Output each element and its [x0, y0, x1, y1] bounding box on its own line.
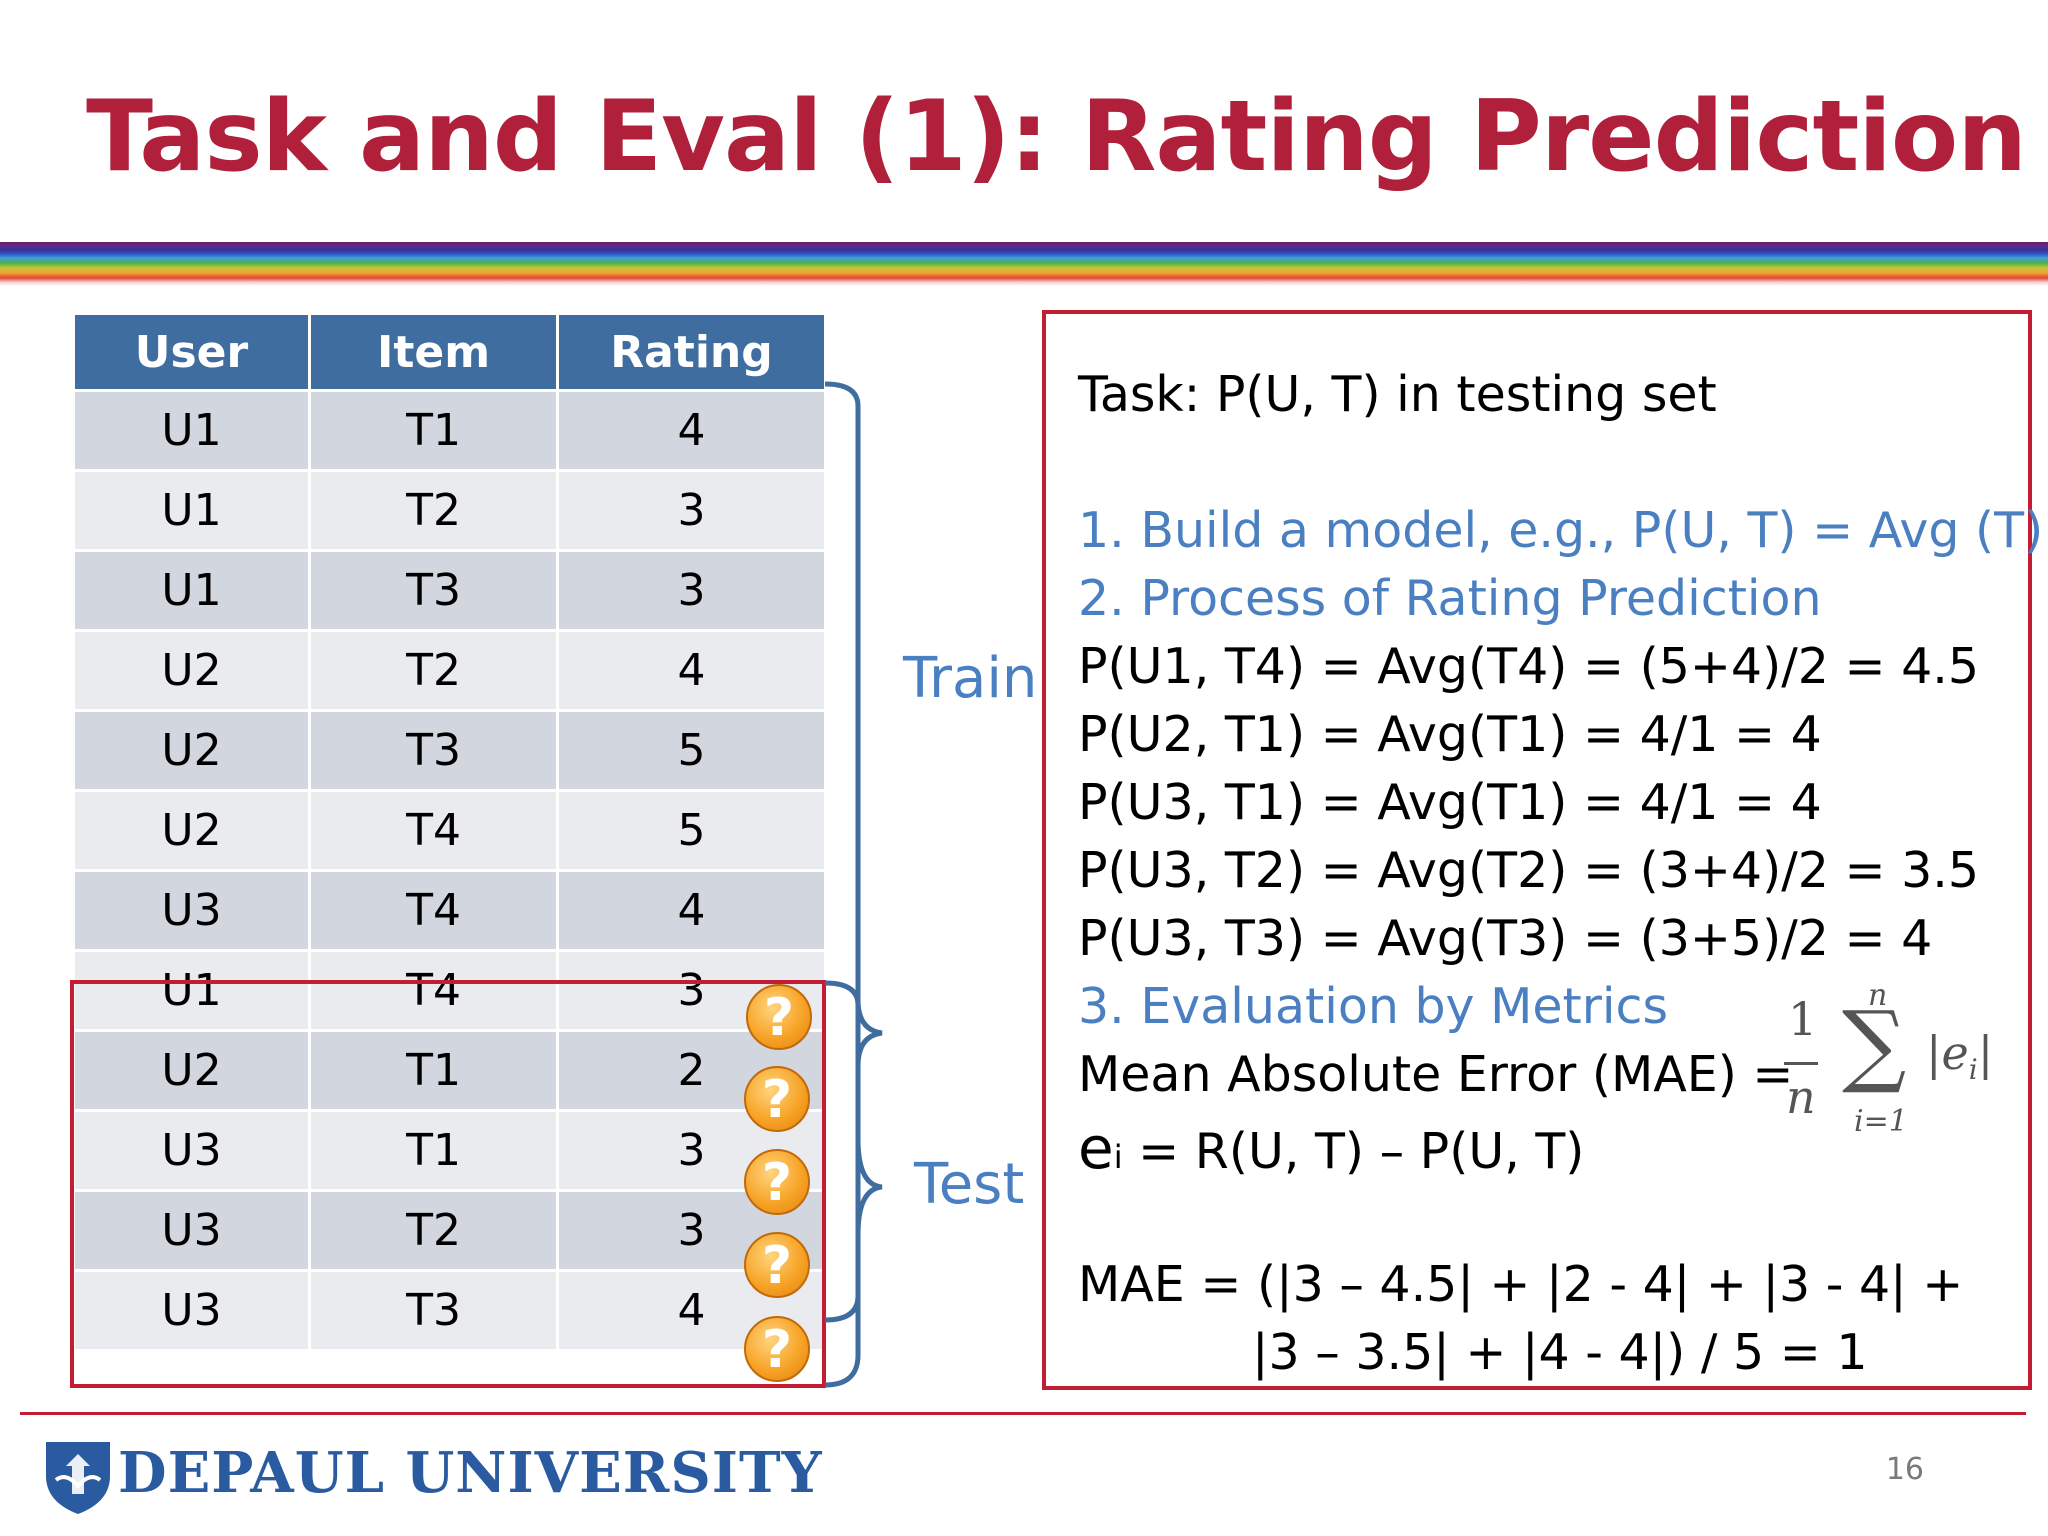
slide-title: Task and Eval (1): Rating Prediction — [86, 80, 2027, 194]
cell-rating: 4 — [556, 389, 827, 472]
prediction-line: P(U3, T1) = Avg(T1) = 4/1 = 4 — [1078, 774, 1822, 831]
cell-user: U1 — [72, 389, 311, 472]
question-mark-icon: ? — [744, 1316, 810, 1382]
cell-rating: 4 — [556, 869, 827, 952]
train-label: Train — [903, 646, 1038, 711]
formula-sum-bottom: i=1 — [1854, 1104, 1908, 1139]
cell-user: U2 — [72, 789, 311, 872]
mae-calc-line1: MAE = (|3 – 4.5| + |2 - 4| + |3 - 4| + — [1078, 1256, 1964, 1313]
formula-sum-top: n — [1868, 978, 1888, 1013]
prediction-line: P(U2, T1) = Avg(T1) = 4/1 = 4 — [1078, 706, 1822, 763]
cell-user: U3 — [72, 1189, 311, 1272]
task-text: Task: P(U, T) in testing set — [1078, 366, 1717, 423]
cell-item: T4 — [308, 869, 559, 952]
table-row-test: U3 T3 4 — [72, 1269, 827, 1352]
cell-user: U3 — [72, 1109, 311, 1192]
cell-item: T3 — [308, 549, 559, 632]
table-row: U2 T2 4 — [72, 629, 827, 712]
cell-user: U1 — [72, 549, 311, 632]
question-mark-icon: ? — [746, 984, 812, 1050]
mae-label: Mean Absolute Error (MAE) = — [1078, 1046, 1794, 1103]
cell-user: U1 — [72, 949, 311, 1032]
table-row-test: U1 T4 3 — [72, 949, 827, 1032]
step2-text: 2. Process of Rating Prediction — [1078, 570, 1822, 627]
cell-rating: 4 — [556, 629, 827, 712]
cell-rating: 3 — [556, 549, 827, 632]
cell-user: U3 — [72, 869, 311, 952]
error-definition: ei = R(U, T) – P(U, T) — [1078, 1114, 1584, 1182]
prediction-line: P(U3, T2) = Avg(T2) = (3+4)/2 = 3.5 — [1078, 842, 1980, 899]
cell-user: U2 — [72, 709, 311, 792]
cell-item: T2 — [308, 629, 559, 712]
page-number: 16 — [1885, 1452, 1924, 1487]
cell-item: T1 — [308, 389, 559, 472]
ei-subscript: i — [1113, 1138, 1123, 1176]
ei-rest: = R(U, T) – P(U, T) — [1122, 1123, 1585, 1180]
cell-rating: 5 — [556, 709, 827, 792]
formula-term-sub: i — [1968, 1053, 1978, 1087]
cell-item: T3 — [308, 709, 559, 792]
formula-term: |ei| — [1926, 1026, 1993, 1086]
formula-term-open: |e — [1926, 1026, 1969, 1080]
cell-item: T2 — [308, 469, 559, 552]
cell-item: T3 — [308, 1269, 559, 1352]
question-mark-icon: ? — [744, 1232, 810, 1298]
cell-item: T2 — [308, 1189, 559, 1272]
cell-user: U3 — [72, 1269, 311, 1352]
cell-user: U2 — [72, 629, 311, 712]
mae-calc-line2: |3 – 3.5| + |4 - 4|) / 5 = 1 — [1252, 1324, 1868, 1381]
university-wordmark: DEPAUL UNIVERSITY — [118, 1440, 823, 1506]
question-mark-icon: ? — [744, 1149, 810, 1215]
formula-denominator: n — [1786, 1070, 1816, 1124]
explanation-panel: Task: P(U, T) in testing set 1. Build a … — [1042, 310, 2043, 1390]
formula-term-close: | — [1977, 1026, 1994, 1080]
test-set-outline — [70, 980, 826, 1388]
step3-text: 3. Evaluation by Metrics — [1078, 978, 1668, 1035]
header-rating: Rating — [556, 312, 827, 392]
table-row: U1 T2 3 — [72, 469, 827, 552]
sigma-icon: ∑ — [1842, 992, 1907, 1097]
rainbow-divider — [0, 242, 2048, 286]
table-header-row: User Item Rating — [72, 312, 827, 392]
footer-divider — [20, 1412, 2026, 1415]
prediction-line: P(U1, T4) = Avg(T4) = (5+4)/2 = 4.5 — [1078, 638, 1980, 695]
formula-fraction-bar — [1784, 1062, 1818, 1065]
header-user: User — [72, 312, 311, 392]
test-brace-icon — [824, 980, 883, 1388]
table-row: U2 T3 5 — [72, 709, 827, 792]
cell-user: U1 — [72, 469, 311, 552]
depaul-shield-icon — [46, 1442, 110, 1514]
formula-numerator: 1 — [1788, 992, 1818, 1046]
table-row: U1 T3 3 — [72, 549, 827, 632]
step1-text: 1. Build a model, e.g., P(U, T) = Avg (T… — [1078, 502, 2044, 559]
cell-item: T4 — [308, 789, 559, 872]
ei-letter: e — [1078, 1114, 1114, 1182]
header-item: Item — [308, 312, 559, 392]
cell-user: U2 — [72, 1029, 311, 1112]
mae-formula: 1 n n ∑ i=1 |ei| — [1776, 978, 1996, 1152]
cell-rating: 3 — [556, 469, 827, 552]
prediction-line: P(U3, T3) = Avg(T3) = (3+5)/2 = 4 — [1078, 910, 1933, 967]
test-brace-svg — [824, 980, 883, 1388]
cell-rating: 5 — [556, 789, 827, 872]
table-row: U3 T4 4 — [72, 869, 827, 952]
cell-item: T1 — [308, 1109, 559, 1192]
question-mark-icon: ? — [744, 1066, 810, 1132]
table-row-test: U3 T2 3 — [72, 1189, 827, 1272]
test-label: Test — [914, 1152, 1025, 1217]
table-row: U1 T1 4 — [72, 389, 827, 472]
cell-item: T4 — [308, 949, 559, 1032]
cell-item: T1 — [308, 1029, 559, 1112]
table-row: U2 T4 5 — [72, 789, 827, 872]
ratings-table: User Item Rating U1 T1 4 U1 T2 3 U1 T3 3… — [72, 312, 827, 1352]
